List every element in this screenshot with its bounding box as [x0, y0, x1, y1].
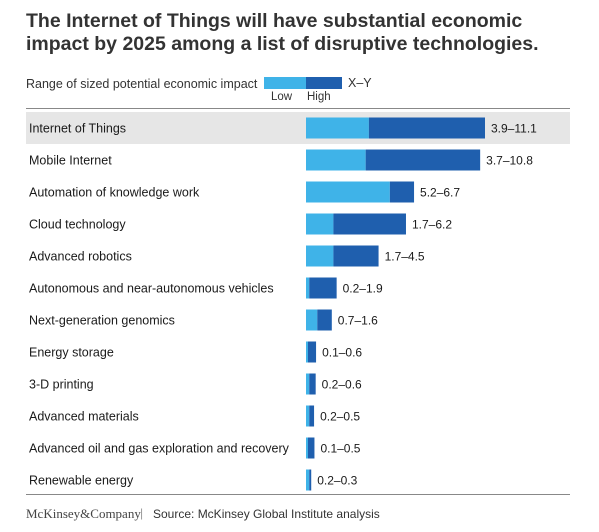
- legend-low-text: Low: [271, 91, 293, 103]
- bar-high: [317, 309, 332, 331]
- bar-high: [333, 245, 379, 267]
- bar-low: [306, 437, 308, 459]
- bar-low: [306, 469, 310, 491]
- data-label: 0.7–1.6: [338, 314, 378, 328]
- bar-high: [309, 469, 312, 491]
- data-label: 0.2–0.5: [320, 410, 360, 424]
- category-label: Mobile Internet: [29, 154, 112, 168]
- bottom-divider: [26, 494, 570, 495]
- legend-range: X–Y: [348, 76, 372, 90]
- bar-low: [306, 277, 310, 299]
- mckinsey-logo: McKinsey&Company: [26, 506, 141, 521]
- source-note: Source: McKinsey Global Institute analys…: [153, 507, 380, 521]
- bar-low: [306, 309, 318, 331]
- data-label: 5.2–6.7: [420, 186, 460, 200]
- category-label: Next-generation genomics: [29, 314, 175, 328]
- legend-label: Range of sized potential economic impact: [26, 77, 258, 91]
- bar-low: [306, 117, 369, 139]
- category-label: Energy storage: [29, 346, 114, 360]
- bar-high: [333, 213, 406, 235]
- category-label: Advanced robotics: [29, 250, 132, 264]
- data-label: 1.7–4.5: [385, 250, 425, 264]
- category-label: 3-D printing: [29, 378, 94, 392]
- category-label: Cloud technology: [29, 218, 126, 232]
- top-divider: [26, 108, 570, 109]
- bar-high: [308, 437, 315, 459]
- data-label: 0.2–0.6: [322, 378, 362, 392]
- legend-high-text: High: [307, 91, 331, 103]
- bar-low: [306, 245, 334, 267]
- bar-high: [309, 277, 337, 299]
- category-label: Advanced materials: [29, 410, 139, 424]
- data-label: 3.9–11.1: [491, 122, 537, 136]
- data-label: 0.2–0.3: [317, 474, 357, 488]
- bar-low: [306, 213, 334, 235]
- bar-low: [306, 373, 310, 395]
- bar-low: [306, 149, 366, 171]
- bar-high: [309, 373, 316, 395]
- bar-low: [306, 181, 390, 203]
- bar-high: [389, 181, 415, 203]
- data-label: 1.7–6.2: [412, 218, 452, 232]
- data-label: 3.7–10.8: [486, 154, 533, 168]
- bar-high: [365, 149, 481, 171]
- data-label: 0.2–1.9: [343, 282, 383, 296]
- category-label: Autonomous and near-autonomous vehicles: [29, 282, 274, 296]
- category-label: Renewable energy: [29, 474, 134, 488]
- footer-separator: |: [140, 506, 144, 520]
- bar-high: [309, 405, 315, 427]
- category-label: Advanced oil and gas exploration and rec…: [29, 442, 290, 456]
- bar-high: [308, 341, 317, 363]
- data-label: 0.1–0.6: [322, 346, 362, 360]
- bar-low: [306, 405, 310, 427]
- category-label: Internet of Things: [29, 122, 126, 136]
- legend-low-swatch: [264, 77, 306, 89]
- category-label: Automation of knowledge work: [29, 186, 200, 200]
- data-label: 0.1–0.5: [320, 442, 360, 456]
- bar-low: [306, 341, 308, 363]
- legend-high-swatch: [306, 77, 342, 89]
- chart-title: The Internet of Things will have substan…: [26, 10, 539, 55]
- bar-high: [368, 117, 485, 139]
